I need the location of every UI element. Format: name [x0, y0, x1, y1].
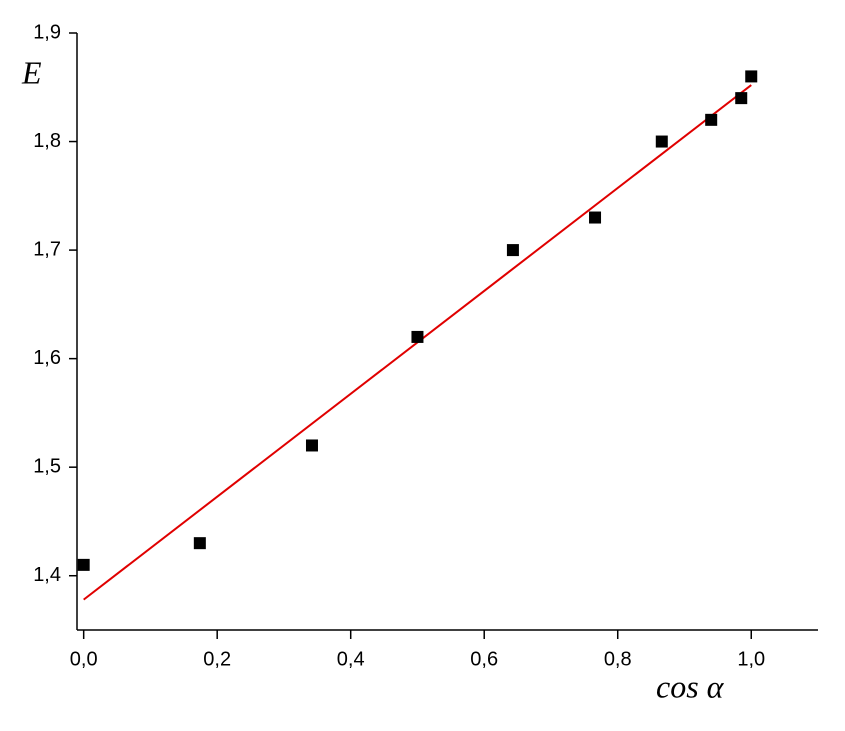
x-tick-label: 0,8	[604, 648, 632, 670]
y-tick-label: 1,7	[33, 238, 61, 260]
y-tick-label: 1,5	[33, 455, 61, 477]
point	[77, 558, 90, 571]
x-tick-label: 0,4	[337, 648, 365, 670]
point	[193, 537, 206, 550]
y-axis-label: E	[21, 54, 42, 90]
x-tick-label: 1,0	[737, 648, 765, 670]
point	[705, 113, 718, 126]
x-axis-label: cos α	[656, 668, 725, 704]
point	[735, 92, 748, 105]
y-tick-label: 1,9	[33, 21, 61, 43]
x-tick-label: 0,0	[70, 648, 98, 670]
point	[411, 330, 424, 343]
y-tick-label: 1,6	[33, 347, 61, 369]
point	[305, 439, 318, 452]
point	[589, 211, 602, 224]
point	[655, 135, 668, 148]
x-tick-label: 0,2	[203, 648, 231, 670]
x-tick-label: 0,6	[470, 648, 498, 670]
point	[506, 244, 519, 257]
y-tick-label: 1,8	[33, 130, 61, 152]
point	[745, 70, 758, 83]
y-tick-label: 1,4	[33, 564, 61, 586]
